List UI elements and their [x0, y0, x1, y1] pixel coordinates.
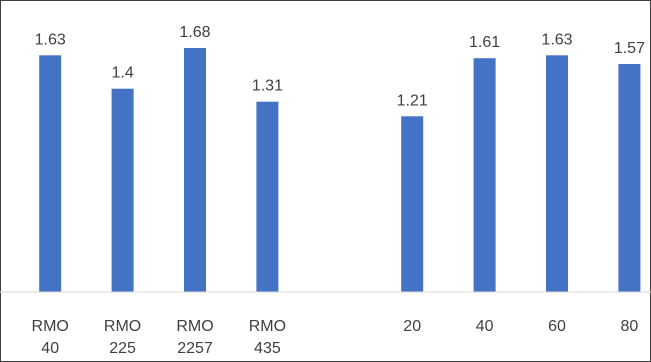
- bar-5: [401, 116, 424, 292]
- x-tick-label-0-0: RMO: [32, 318, 69, 335]
- data-labels-layer: 1.63 1.4 1.68 1.31 1.21 1.61 1.63 1.57: [35, 24, 645, 109]
- bars-layer: [39, 48, 641, 293]
- x-tick-label-2-0: RMO: [176, 318, 213, 335]
- bar-2: [184, 48, 206, 292]
- data-label-3: 1.31: [252, 78, 283, 95]
- x-tick-label-5-0: 20: [403, 318, 421, 335]
- data-label-5: 1.21: [397, 92, 428, 109]
- x-tick-label-2-1: 2257: [177, 340, 213, 357]
- data-label-2: 1.68: [179, 24, 210, 41]
- x-tick-label-3-1: 435: [254, 340, 281, 357]
- data-label-7: 1.63: [541, 31, 572, 48]
- x-tick-label-0-1: 40: [41, 340, 59, 357]
- x-tick-label-3-0: RMO: [249, 318, 286, 335]
- x-tick-label-1-0: RMO: [104, 318, 141, 335]
- data-label-0: 1.63: [35, 31, 66, 48]
- bar-8: [618, 64, 641, 292]
- data-label-8: 1.57: [614, 40, 645, 57]
- x-tick-label-1-1: 225: [109, 340, 136, 357]
- data-label-1: 1.4: [111, 65, 133, 82]
- bar-0: [39, 55, 62, 292]
- bar-3: [256, 101, 279, 292]
- x-tick-labels-layer: RMO 40 RMO 225 RMO 2257 RMO 435 20 40 60 80: [32, 318, 639, 357]
- bar-6: [473, 58, 496, 293]
- x-tick-label-6-0: 40: [476, 318, 494, 335]
- bar-1: [111, 88, 134, 292]
- bar-7: [546, 55, 568, 292]
- x-tick-label-8-0: 80: [621, 318, 639, 335]
- x-tick-label-7-0: 60: [548, 318, 566, 335]
- data-label-6: 1.61: [469, 34, 500, 51]
